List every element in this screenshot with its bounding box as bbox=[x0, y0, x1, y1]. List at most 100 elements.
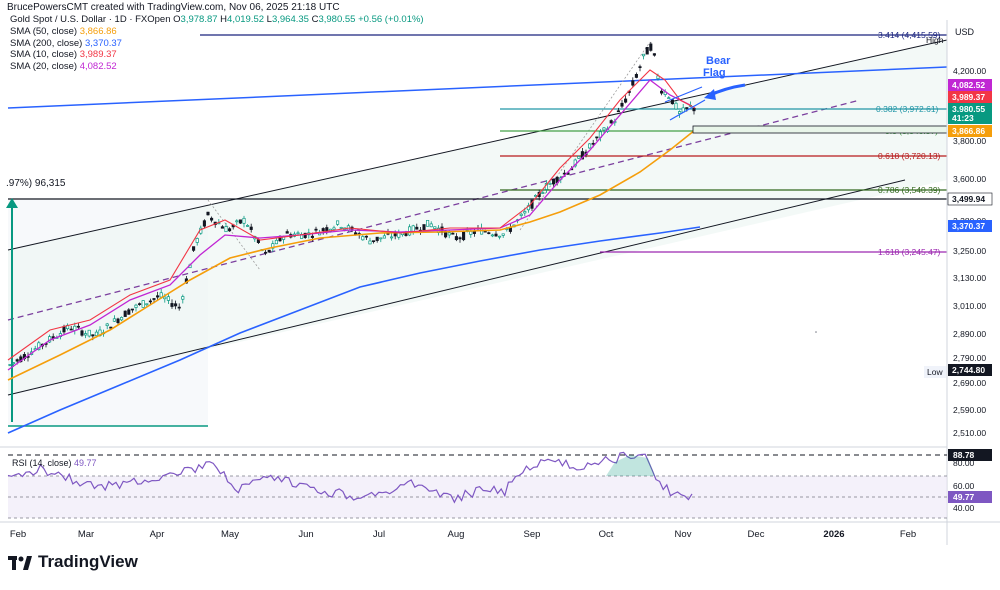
candle-body bbox=[624, 98, 628, 103]
candle-body bbox=[523, 211, 527, 214]
time-tick-label: 2026 bbox=[823, 529, 844, 540]
price-tick-label: 3,800.00 bbox=[953, 136, 986, 146]
range-measure-label: .97%) 96,315 bbox=[6, 178, 66, 189]
candle-body bbox=[321, 228, 325, 232]
candle-body bbox=[454, 236, 458, 241]
channel-median-line bbox=[7, 99, 861, 321]
price-tag-label: 3,989.37 bbox=[952, 92, 985, 102]
bear-flag-label: Flag bbox=[703, 67, 726, 79]
candle-body bbox=[595, 136, 599, 139]
price-tag-bg bbox=[948, 364, 992, 376]
candle-body bbox=[238, 219, 242, 224]
channel-upper-line bbox=[7, 39, 948, 251]
candle-body bbox=[490, 234, 494, 237]
attribution-text: BrucePowersCMT created with TradingView.… bbox=[7, 2, 340, 13]
candle-body bbox=[174, 303, 178, 307]
candle-body bbox=[206, 211, 210, 216]
price-tick-label: 2,510.00 bbox=[953, 428, 986, 438]
candle-body bbox=[177, 306, 181, 309]
candle-body bbox=[498, 235, 502, 238]
candle-body bbox=[285, 231, 289, 234]
blue-trendline bbox=[7, 66, 948, 109]
tradingview-logo-icon bbox=[8, 555, 32, 570]
candle-body bbox=[616, 110, 620, 113]
candle-body bbox=[678, 111, 682, 114]
candle-body bbox=[37, 342, 41, 351]
legend-sma20[interactable]: SMA (20, close) 4,082.52 bbox=[10, 60, 117, 72]
time-tick-label: Jun bbox=[298, 529, 313, 540]
candle-body bbox=[15, 359, 19, 362]
rsi-level-label: 40.00 bbox=[953, 503, 975, 513]
candle-body bbox=[105, 323, 109, 327]
price-tag-bg bbox=[948, 220, 992, 232]
sma50-line bbox=[7, 129, 696, 381]
candle-body bbox=[667, 97, 671, 100]
candle-body bbox=[339, 227, 343, 229]
candle-body bbox=[210, 217, 214, 221]
candle-body bbox=[62, 326, 66, 333]
candle-body bbox=[379, 237, 383, 240]
candle-body bbox=[69, 328, 73, 331]
price-tick-label: 3,250.00 bbox=[953, 246, 986, 256]
candle-body bbox=[192, 246, 196, 251]
candle-body bbox=[246, 225, 250, 227]
fib-level-label: 0.382 (3,972.61) bbox=[876, 104, 939, 114]
candle-body bbox=[541, 192, 545, 194]
tradingview-brand[interactable]: TradingView bbox=[8, 552, 138, 572]
candle-body bbox=[141, 300, 145, 308]
candle-body bbox=[390, 236, 394, 239]
indicator-legend: SMA (50, close) 3,866.86 SMA (200, close… bbox=[10, 26, 122, 72]
candle-body bbox=[130, 308, 134, 311]
candle-body bbox=[242, 217, 246, 224]
price-tag-label: 4,082.52 bbox=[952, 80, 985, 90]
candle-body bbox=[195, 238, 199, 243]
candle-body bbox=[469, 231, 473, 235]
time-tick-label: May bbox=[221, 529, 239, 540]
candle-body bbox=[220, 226, 224, 229]
fib-level-label: 1.618 (3,245.47) bbox=[878, 247, 941, 257]
candle-body bbox=[87, 329, 91, 337]
fib-level-label: 0.618 (3,720.13) bbox=[878, 151, 941, 161]
rsi-tag-bg bbox=[948, 449, 992, 461]
candle-body bbox=[249, 226, 253, 230]
price-tick-label: 3,600.00 bbox=[953, 174, 986, 184]
ohlc-close: C3,980.55 bbox=[311, 14, 356, 25]
ohlc-low: L3,964.35 bbox=[266, 14, 309, 25]
candle-body bbox=[372, 240, 376, 243]
candle-body bbox=[462, 231, 466, 241]
price-tag-label: 3,499.94 bbox=[952, 194, 985, 204]
candle-body bbox=[8, 364, 12, 366]
ohlc-high: H4,019.52 bbox=[220, 14, 265, 25]
time-tick-label: Feb bbox=[900, 529, 916, 540]
candle-body bbox=[422, 224, 426, 231]
candle-body bbox=[620, 102, 624, 107]
legend-sma50[interactable]: SMA (50, close) 3,866.86 bbox=[10, 26, 117, 37]
legend-sma10[interactable]: SMA (10, close) 3,989.37 bbox=[10, 49, 117, 60]
target-zone-box bbox=[692, 125, 948, 134]
candle-body bbox=[631, 80, 635, 86]
price-tag-label: 3,370.37 bbox=[952, 221, 985, 231]
time-tick-label: Oct bbox=[599, 529, 614, 540]
candle-body bbox=[451, 232, 455, 235]
candle-body bbox=[332, 227, 336, 230]
price-tick-label: 2,790.00 bbox=[953, 353, 986, 363]
candle-body bbox=[364, 235, 368, 238]
candle-body bbox=[303, 232, 307, 238]
candle-body bbox=[127, 309, 131, 315]
symbol-ohlc-row: Gold Spot / U.S. Dollar · 1D · FXOpen O3… bbox=[10, 14, 424, 25]
rsi-overbought-fill bbox=[606, 455, 655, 476]
candle-body bbox=[148, 300, 152, 303]
candle-body bbox=[652, 53, 656, 56]
candle-body bbox=[145, 303, 149, 306]
price-tag-bg bbox=[948, 91, 992, 103]
candle-body bbox=[634, 74, 638, 78]
legend-sma200[interactable]: SMA (200, close) 3,370.37 bbox=[10, 37, 122, 49]
candle-body bbox=[116, 318, 120, 324]
time-tick-label: Feb bbox=[10, 529, 26, 540]
candle-body bbox=[426, 220, 430, 227]
candle-body bbox=[80, 330, 84, 336]
rsi-label: RSI (14, close) bbox=[12, 458, 72, 468]
candle-body bbox=[591, 142, 595, 145]
